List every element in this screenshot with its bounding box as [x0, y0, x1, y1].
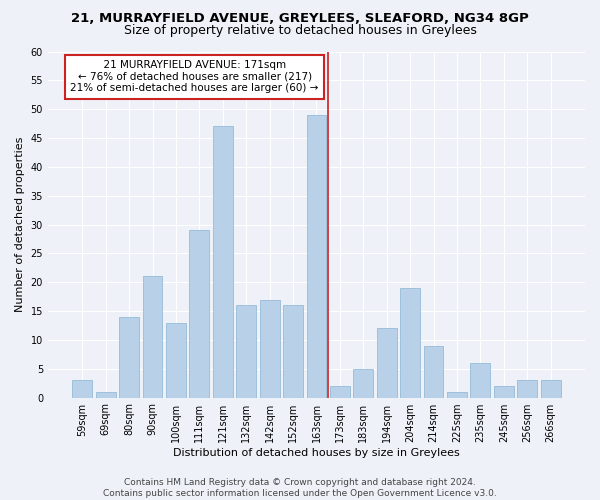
Text: 21 MURRAYFIELD AVENUE: 171sqm  
← 76% of detached houses are smaller (217)
21% o: 21 MURRAYFIELD AVENUE: 171sqm ← 76% of d… — [70, 60, 319, 94]
Bar — [96, 392, 116, 398]
Bar — [166, 322, 186, 398]
Bar — [353, 368, 373, 398]
Bar — [283, 306, 303, 398]
Bar — [73, 380, 92, 398]
Bar — [517, 380, 537, 398]
Bar — [236, 306, 256, 398]
Bar — [307, 115, 326, 398]
Bar — [330, 386, 350, 398]
Bar — [213, 126, 233, 398]
Text: 21, MURRAYFIELD AVENUE, GREYLEES, SLEAFORD, NG34 8GP: 21, MURRAYFIELD AVENUE, GREYLEES, SLEAFO… — [71, 12, 529, 26]
Y-axis label: Number of detached properties: Number of detached properties — [15, 137, 25, 312]
Bar — [377, 328, 397, 398]
X-axis label: Distribution of detached houses by size in Greylees: Distribution of detached houses by size … — [173, 448, 460, 458]
Bar — [119, 317, 139, 398]
Bar — [260, 300, 280, 398]
Bar — [447, 392, 467, 398]
Bar — [424, 346, 443, 398]
Text: Size of property relative to detached houses in Greylees: Size of property relative to detached ho… — [124, 24, 476, 37]
Bar — [541, 380, 560, 398]
Bar — [494, 386, 514, 398]
Bar — [190, 230, 209, 398]
Text: Contains HM Land Registry data © Crown copyright and database right 2024.
Contai: Contains HM Land Registry data © Crown c… — [103, 478, 497, 498]
Bar — [400, 288, 420, 398]
Bar — [470, 363, 490, 398]
Bar — [143, 276, 163, 398]
